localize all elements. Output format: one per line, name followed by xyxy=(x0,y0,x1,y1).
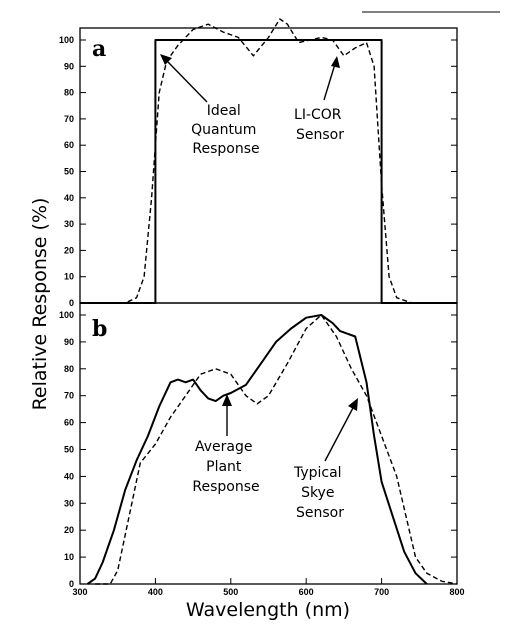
y-tick-label: 30 xyxy=(64,219,74,229)
annotation-typical-line: Typical xyxy=(293,465,342,481)
y-tick-label: 90 xyxy=(64,61,74,71)
series-line-ideal-quantum-response xyxy=(80,39,457,304)
arrowhead-icon xyxy=(160,54,172,65)
y-tick-label: 100 xyxy=(59,310,74,320)
arrowhead-icon xyxy=(331,56,340,68)
y-axis-title: Relative Response (%) xyxy=(29,198,51,411)
panel-b: b 0 10 20 30 40 50 60 70 80 90 100 300 400 500 600 700… xyxy=(59,302,465,597)
annotation-typical-skye-sensor: Typical Skye Sensor xyxy=(293,398,358,521)
x-tick-label: 300 xyxy=(72,587,87,597)
series-line-li-cor-sensor xyxy=(80,18,457,304)
annotation-average-plant-response: Average Plant Response xyxy=(192,394,260,495)
panel-a-y-ticks: 0 10 20 30 40 50 60 70 80 90 100 xyxy=(59,35,457,308)
series-line-typical-skye-sensor xyxy=(95,314,458,585)
y-tick-label: 20 xyxy=(64,525,74,535)
panel-a: a 0 10 20 30 40 50 60 70 80 90 100 Ideal Quantum R… xyxy=(59,18,458,308)
panel-a-letter: a xyxy=(92,36,106,62)
annotation-ideal-quantum-response: Ideal Quantum Response xyxy=(160,54,261,157)
annotation-skye-arrow xyxy=(324,405,355,462)
series-line-average-plant-response xyxy=(86,314,428,585)
panel-b-letter: b xyxy=(92,316,107,342)
svg-text:Average Plant: Average Plant Response xyxy=(192,439,259,495)
panel-a-frame xyxy=(79,27,458,304)
panel-b-y-ticks: 0 10 20 30 40 50 60 70 80 90 100 xyxy=(59,310,457,589)
annotation-sensor-line: Sensor xyxy=(296,127,344,143)
annotation-average-line: Average xyxy=(195,439,253,455)
x-axis-title: Wavelength (nm) xyxy=(186,599,350,621)
y-tick-label: 40 xyxy=(64,471,74,481)
annotation-plant-line: Plant xyxy=(206,459,242,475)
annotation-ideal-line: Ideal xyxy=(207,103,241,119)
x-tick-label: 700 xyxy=(374,587,389,597)
y-tick-label: 60 xyxy=(64,418,74,428)
annotation-skye-sensor-line: Sensor xyxy=(296,505,344,521)
y-tick-label: 50 xyxy=(64,167,74,177)
y-tick-label: 70 xyxy=(64,391,74,401)
annotation-skye-line: Skye xyxy=(301,485,334,501)
annotation-ideal-arrow xyxy=(167,61,208,103)
x-tick-label: 800 xyxy=(449,587,464,597)
y-tick-label: 70 xyxy=(64,114,74,124)
annotation-plant-response-line: Response xyxy=(192,479,259,495)
y-tick-label: 10 xyxy=(64,272,74,282)
x-tick-label: 400 xyxy=(148,587,163,597)
annotation-licor-sensor: LI-COR Sensor xyxy=(294,56,346,143)
y-tick-label: 60 xyxy=(64,140,74,150)
y-tick-label: 90 xyxy=(64,337,74,347)
y-tick-label: 40 xyxy=(64,193,74,203)
arrowhead-icon xyxy=(222,394,232,406)
svg-text:Typical Skye S: Typical Skye Sensor xyxy=(293,465,346,521)
x-tick-label: 500 xyxy=(223,587,238,597)
y-tick-label: 80 xyxy=(64,88,74,98)
y-tick-label: 0 xyxy=(69,579,74,589)
y-tick-label: 100 xyxy=(59,35,74,45)
annotation-quantum-line: Quantum xyxy=(191,122,256,138)
panel-a-series xyxy=(80,18,457,304)
svg-text:Ideal Quantum: Ideal Quantum Response xyxy=(191,103,261,157)
y-tick-label: 80 xyxy=(64,364,74,374)
y-tick-label: 30 xyxy=(64,498,74,508)
annotation-response-line: Response xyxy=(192,141,259,157)
y-tick-label: 20 xyxy=(64,245,74,255)
y-tick-label: 10 xyxy=(64,552,74,562)
arrowhead-icon xyxy=(348,398,358,411)
panel-b-x-ticks: 300 400 500 600 700 800 xyxy=(72,578,465,597)
y-tick-label: 50 xyxy=(64,445,74,455)
annotation-licor-arrow xyxy=(323,63,336,101)
panel-b-frame xyxy=(79,302,458,585)
svg-text:LI-COR Sensor: LI-COR Sensor xyxy=(294,107,346,143)
annotation-licor-line: LI-COR xyxy=(294,107,342,123)
x-tick-label: 600 xyxy=(299,587,314,597)
y-tick-label: 0 xyxy=(69,298,74,308)
panel-b-series xyxy=(86,314,458,585)
